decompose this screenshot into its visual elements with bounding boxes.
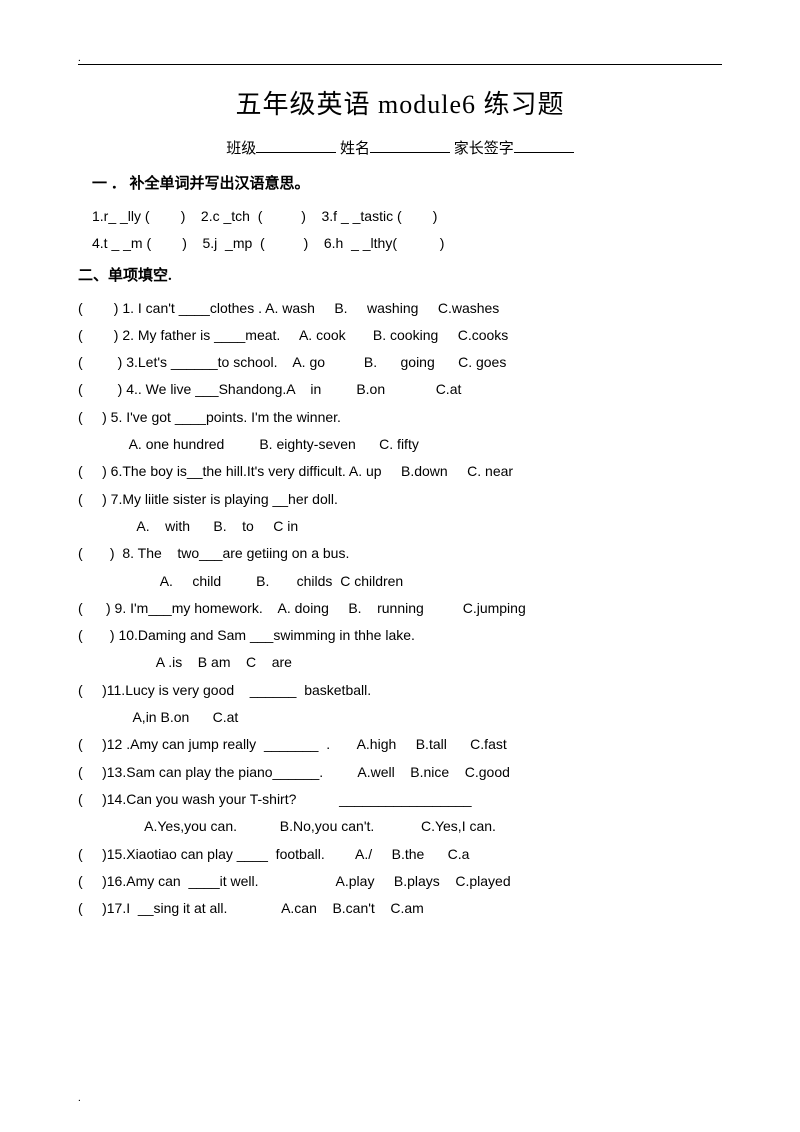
sign-blank[interactable] — [514, 138, 574, 153]
s1-row1: 1.r_ _lly ( ) 2.c _tch ( ) 3.f _ _tastic… — [78, 203, 722, 230]
q5-options: A. one hundred B. eighty-seven C. fifty — [78, 431, 722, 458]
document-content: 五年级英语 module6 练习题 班级 姓名 家长签字 一 ． 补全单词并写出… — [78, 48, 722, 922]
q11-options: A,in B.on C.at — [78, 704, 722, 731]
q14: ( )14.Can you wash your T-shirt? _______… — [78, 786, 722, 813]
section-1-heading: 一 ． 补全单词并写出汉语意思。 — [78, 172, 722, 193]
q9: ( ) 9. I'm___my homework. A. doing B. ru… — [78, 595, 722, 622]
q3: ( ) 3.Let's ______to school. A. go B. go… — [78, 349, 722, 376]
name-label: 姓名 — [340, 141, 370, 157]
q8-options: A. child B. childs C children — [78, 568, 722, 595]
name-blank[interactable] — [370, 138, 450, 153]
class-blank[interactable] — [256, 138, 336, 153]
q7-options: A. with B. to C in — [78, 513, 722, 540]
q15: ( )15.Xiaotiao can play ____ football. A… — [78, 841, 722, 868]
page-footer-dot: . — [78, 1092, 81, 1104]
q13: ( )13.Sam can play the piano______. A.we… — [78, 759, 722, 786]
q17: ( )17.I __sing it at all. A.can B.can't … — [78, 895, 722, 922]
class-label: 班级 — [226, 141, 256, 157]
q10: ( ) 10.Daming and Sam ___swimming in thh… — [78, 622, 722, 649]
q8: ( ) 8. The two___are getiing on a bus. — [78, 540, 722, 567]
q6: ( ) 6.The boy is__the hill.It's very dif… — [78, 458, 722, 485]
header-rule — [78, 64, 722, 65]
sign-label: 家长签字 — [454, 141, 514, 157]
q5: ( ) 5. I've got ____points. I'm the winn… — [78, 404, 722, 431]
q7: ( ) 7.My liitle sister is playing __her … — [78, 486, 722, 513]
section-2-heading: 二、单项填空. — [78, 264, 722, 285]
q10-options: A .is B am C are — [78, 649, 722, 676]
page-title: 五年级英语 module6 练习题 — [78, 84, 722, 121]
q16: ( )16.Amy can ____it well. A.play B.play… — [78, 868, 722, 895]
page-header-dot: . — [78, 52, 81, 64]
q11: ( )11.Lucy is very good ______ basketbal… — [78, 677, 722, 704]
s1-row2: 4.t _ _m ( ) 5.j _mp ( ) 6.h _ _lthy( ) — [78, 230, 722, 257]
q12: ( )12 .Amy can jump really _______ . A.h… — [78, 731, 722, 758]
student-info-line: 班级 姓名 家长签字 — [78, 137, 722, 158]
q2: ( ) 2. My father is ____meat. A. cook B.… — [78, 322, 722, 349]
q1: ( ) 1. I can't ____clothes . A. wash B. … — [78, 295, 722, 322]
q14-options: A.Yes,you can. B.No,you can't. C.Yes,I c… — [78, 813, 722, 840]
q4: ( ) 4.. We live ___Shandong.A in B.on C.… — [78, 376, 722, 403]
